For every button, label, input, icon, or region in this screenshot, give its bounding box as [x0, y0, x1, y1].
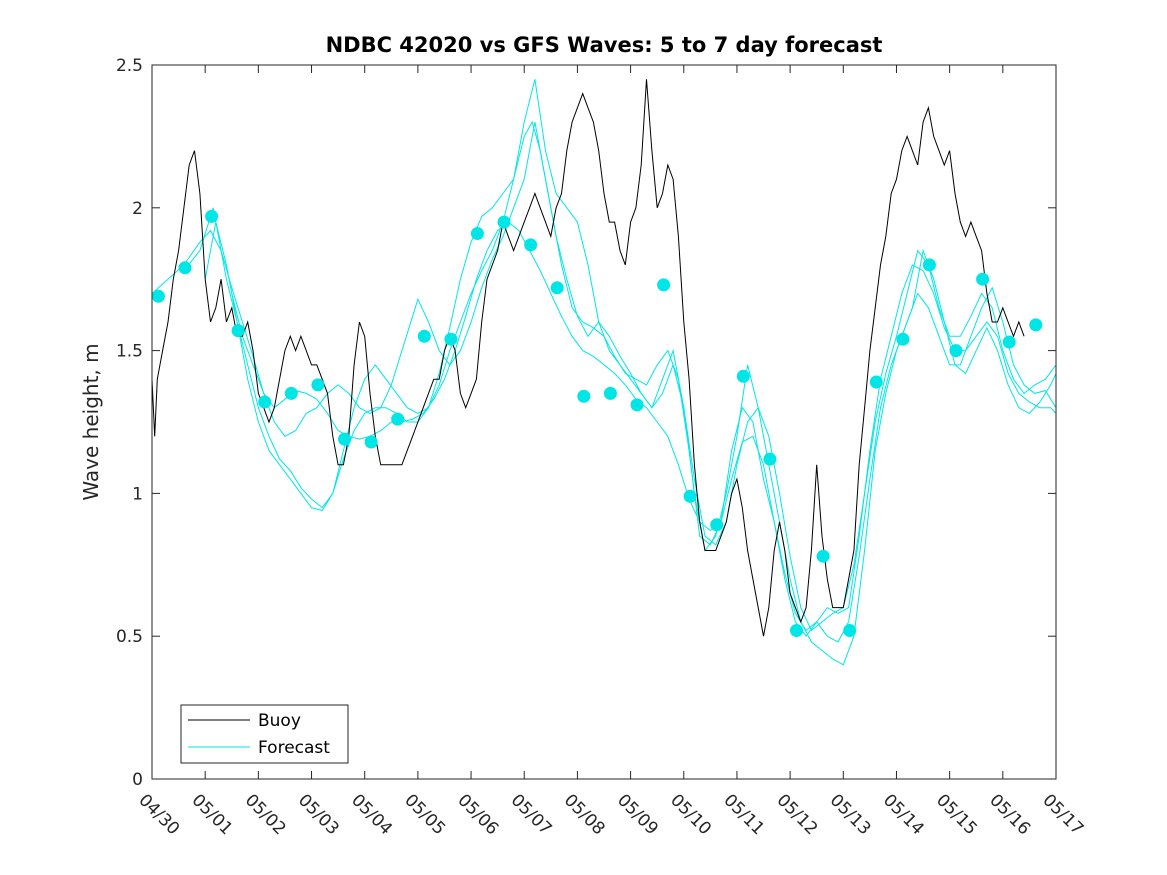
forecast-marker: [736, 369, 750, 383]
forecast-marker: [338, 432, 351, 446]
forecast-marker: [683, 489, 697, 503]
y-tick-label: 1.5: [116, 342, 143, 362]
forecast-marker: [205, 209, 219, 223]
forecast-marker: [949, 344, 963, 358]
forecast-series-line: [151, 221, 1057, 638]
y-axis-label: Wave height, m: [79, 343, 103, 500]
forecast-marker: [657, 278, 671, 292]
forecast-marker: [284, 386, 298, 400]
legend-box: [180, 704, 349, 764]
forecast-marker: [976, 272, 990, 286]
forecast-marker: [577, 389, 591, 403]
forecast-marker: [550, 281, 564, 295]
forecast-marker: [843, 624, 857, 637]
forecast-marker: [151, 289, 165, 303]
forecast-marker: [524, 238, 538, 252]
legend-forecast-label: Forecast: [258, 738, 330, 758]
plot-area: 00.511.522.504/30 05/01 05/02 05/03 05/04 05/…: [116, 56, 1087, 839]
forecast-series-line: [231, 122, 1057, 632]
forecast-marker: [1002, 335, 1016, 349]
forecast-marker: [470, 227, 484, 240]
forecast-marker: [710, 518, 724, 532]
y-tick-label: 0: [132, 770, 143, 790]
forecast-marker: [444, 332, 458, 346]
y-tick-label: 1: [132, 484, 143, 504]
forecast-marker: [922, 258, 936, 272]
y-tick-label: 0.5: [116, 627, 143, 647]
forecast-marker: [364, 435, 378, 449]
forecast-marker: [231, 324, 245, 338]
forecast-marker: [816, 549, 830, 563]
chart-title: NDBC 42020 vs GFS Waves: 5 to 7 day fore…: [326, 33, 883, 57]
legend-buoy-label: Buoy: [258, 711, 301, 731]
forecast-marker: [603, 386, 617, 400]
forecast-marker: [497, 215, 511, 229]
data-layer: [151, 79, 1057, 666]
forecast-marker: [258, 395, 272, 409]
forecast-marker: [417, 329, 431, 343]
forecast-marker: [178, 261, 192, 275]
legend: Buoy Forecast: [180, 704, 349, 764]
forecast-series-line: [183, 120, 1057, 643]
forecast-marker: [869, 375, 883, 389]
plot-box: [151, 64, 1057, 780]
forecast-marker: [763, 452, 777, 466]
forecast-marker: [630, 398, 644, 412]
forecast-marker: [896, 332, 910, 346]
plot-background: [152, 65, 1056, 779]
forecast-marker: [391, 412, 405, 426]
forecast-marker: [1029, 318, 1043, 332]
forecast-marker: [311, 378, 325, 392]
buoy-series-line: [151, 79, 1025, 637]
y-tick-label: 2.5: [116, 56, 143, 76]
forecast-marker: [790, 624, 803, 637]
y-tick-label: 2: [132, 199, 143, 219]
